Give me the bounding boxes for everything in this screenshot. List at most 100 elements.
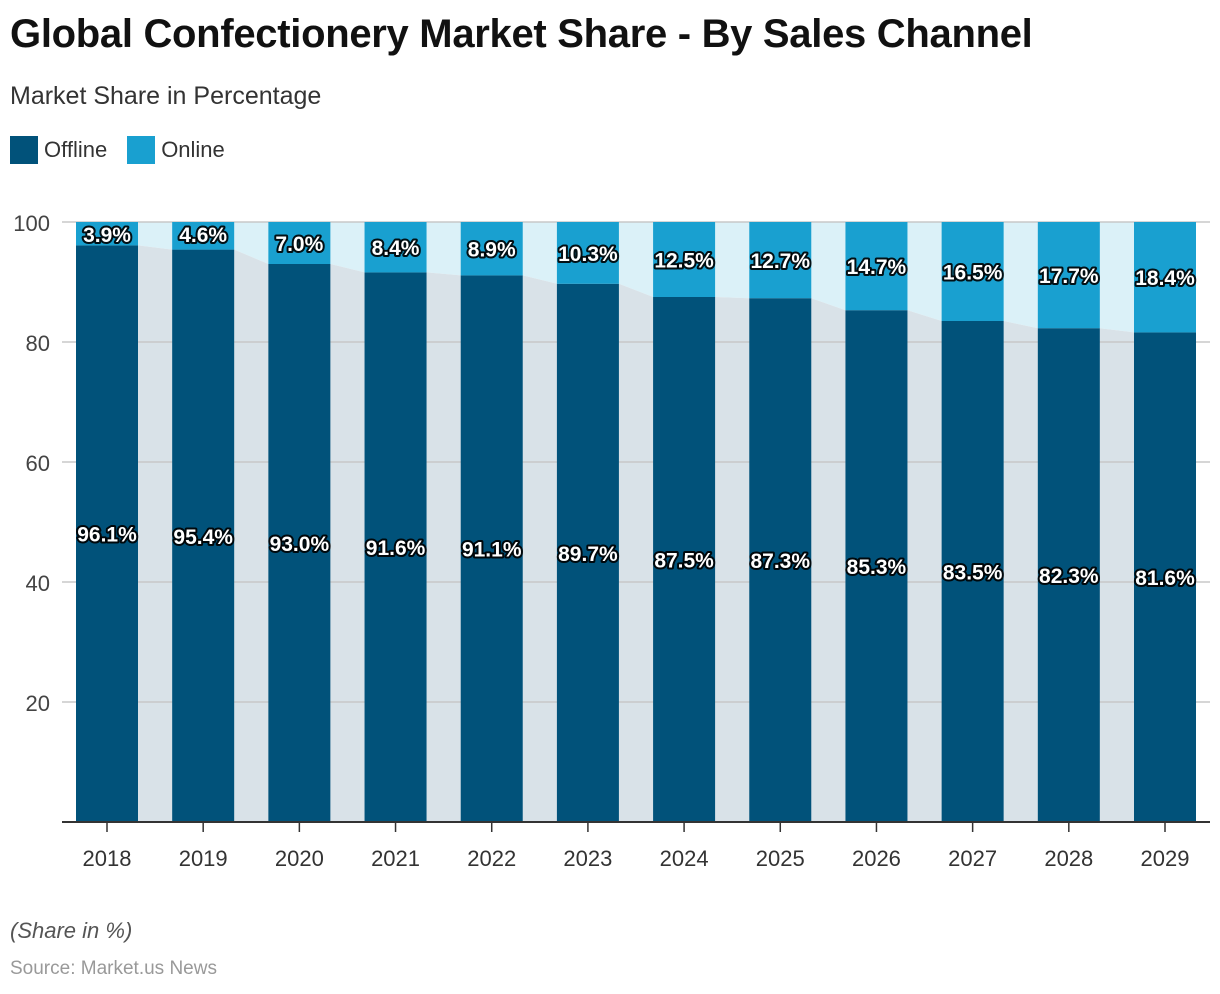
bar-online (749, 222, 812, 299)
data-label-online-halo: 17.7% (1039, 265, 1099, 288)
x-tick-label: 2026 (852, 846, 901, 871)
data-label-online-halo: 12.5% (654, 250, 714, 273)
x-tick-label: 2025 (756, 846, 805, 871)
data-label-offline: 81.6% (1135, 567, 1195, 590)
data-label-offline-halo: 83.5% (943, 562, 1003, 585)
x-tick-label: 2028 (1044, 846, 1093, 871)
data-label-online: 8.4% (372, 237, 420, 260)
data-label-offline-halo: 85.3% (847, 556, 907, 579)
legend-swatch-online (127, 136, 156, 164)
data-label-online: 18.4% (1135, 267, 1195, 290)
bar-offline (653, 297, 716, 822)
x-tick-label: 2021 (371, 846, 420, 871)
y-tick-label: 20 (26, 691, 50, 716)
chart-title: Global Confectionery Market Share - By S… (10, 12, 1033, 56)
y-tick-label: 40 (26, 571, 50, 596)
data-label-offline: 83.5% (943, 562, 1003, 585)
data-label-offline-halo: 91.1% (462, 539, 522, 562)
data-label-offline-halo: 82.3% (1039, 565, 1099, 588)
data-label-offline: 87.3% (750, 550, 810, 573)
x-tick-label: 2019 (179, 846, 228, 871)
data-label-offline: 95.4% (173, 526, 233, 549)
bar-online (653, 222, 716, 297)
data-label-online: 7.0% (275, 233, 323, 256)
bar-online (941, 222, 1004, 321)
bar-online (172, 222, 235, 250)
legend-item-online: Online (127, 136, 225, 164)
bar-offline (845, 310, 908, 822)
data-label-online-halo: 14.7% (847, 256, 907, 279)
data-label-offline: 82.3% (1039, 565, 1099, 588)
bar-online (1037, 222, 1100, 329)
data-label-offline-halo: 96.1% (77, 524, 137, 547)
legend-label-online: Online (161, 137, 225, 162)
x-tick-label: 2023 (563, 846, 612, 871)
offline-area-band (76, 245, 1196, 822)
data-label-offline: 89.7% (558, 543, 618, 566)
data-label-online-halo: 18.4% (1135, 267, 1195, 290)
online-area-band (76, 222, 1196, 333)
data-label-online: 16.5% (943, 262, 1003, 285)
bar-online (845, 222, 908, 311)
data-label-offline-halo: 91.6% (366, 537, 426, 560)
bar-offline (268, 264, 331, 822)
data-label-offline-halo: 87.5% (654, 550, 714, 573)
bar-offline (941, 321, 1004, 822)
data-label-online: 12.7% (750, 250, 810, 273)
data-label-online: 3.9% (83, 224, 131, 247)
bar-online (1134, 222, 1196, 333)
data-label-offline-halo: 93.0% (270, 533, 330, 556)
data-label-offline: 85.3% (847, 556, 907, 579)
bar-online (268, 222, 331, 264)
y-tick-label: 60 (26, 451, 50, 476)
bar-online (76, 222, 138, 246)
x-tick-label: 2029 (1141, 846, 1190, 871)
data-label-online-halo: 3.9% (83, 224, 131, 247)
data-label-offline-halo: 87.3% (750, 550, 810, 573)
data-label-offline: 96.1% (77, 524, 137, 547)
data-label-offline: 87.5% (654, 550, 714, 573)
data-label-offline: 91.6% (366, 537, 426, 560)
data-label-online-halo: 8.4% (372, 237, 420, 260)
data-label-online: 4.6% (179, 224, 227, 247)
data-label-online: 10.3% (558, 243, 618, 266)
data-label-offline: 91.1% (462, 539, 522, 562)
bar-offline (364, 272, 427, 822)
x-tick-label: 2018 (83, 846, 132, 871)
bar-offline (76, 245, 138, 822)
bar-online (364, 222, 427, 273)
data-label-online-halo: 10.3% (558, 243, 618, 266)
bar-offline (172, 249, 235, 823)
x-tick-label: 2022 (467, 846, 516, 871)
legend: Offline Online (10, 136, 245, 164)
data-label-online-halo: 8.9% (468, 239, 516, 262)
x-tick-label: 2027 (948, 846, 997, 871)
chart-subtitle: Market Share in Percentage (10, 82, 322, 110)
bar-offline (1037, 328, 1100, 822)
bar-online (460, 222, 523, 276)
bar-offline (460, 275, 523, 822)
data-label-online: 12.5% (654, 250, 714, 273)
data-label-online-halo: 12.7% (750, 250, 810, 273)
chart-note: (Share in %) (10, 918, 133, 943)
data-label-offline-halo: 95.4% (173, 526, 233, 549)
bar-offline (556, 283, 619, 822)
y-tick-label: 100 (13, 211, 50, 236)
data-label-online-halo: 4.6% (179, 224, 227, 247)
data-label-online: 17.7% (1039, 265, 1099, 288)
data-label-online-halo: 16.5% (943, 262, 1003, 285)
bar-online (556, 222, 619, 284)
bar-offline (1134, 332, 1196, 822)
data-label-offline-halo: 81.6% (1135, 567, 1195, 590)
y-tick-label: 80 (26, 331, 50, 356)
data-label-offline: 93.0% (270, 533, 330, 556)
legend-label-offline: Offline (44, 137, 108, 162)
data-label-online: 14.7% (847, 256, 907, 279)
data-label-offline-halo: 89.7% (558, 543, 618, 566)
legend-item-offline: Offline (10, 136, 107, 164)
x-tick-label: 2020 (275, 846, 324, 871)
bar-offline (749, 298, 812, 822)
x-tick-label: 2024 (660, 846, 709, 871)
data-label-online: 8.9% (468, 239, 516, 262)
